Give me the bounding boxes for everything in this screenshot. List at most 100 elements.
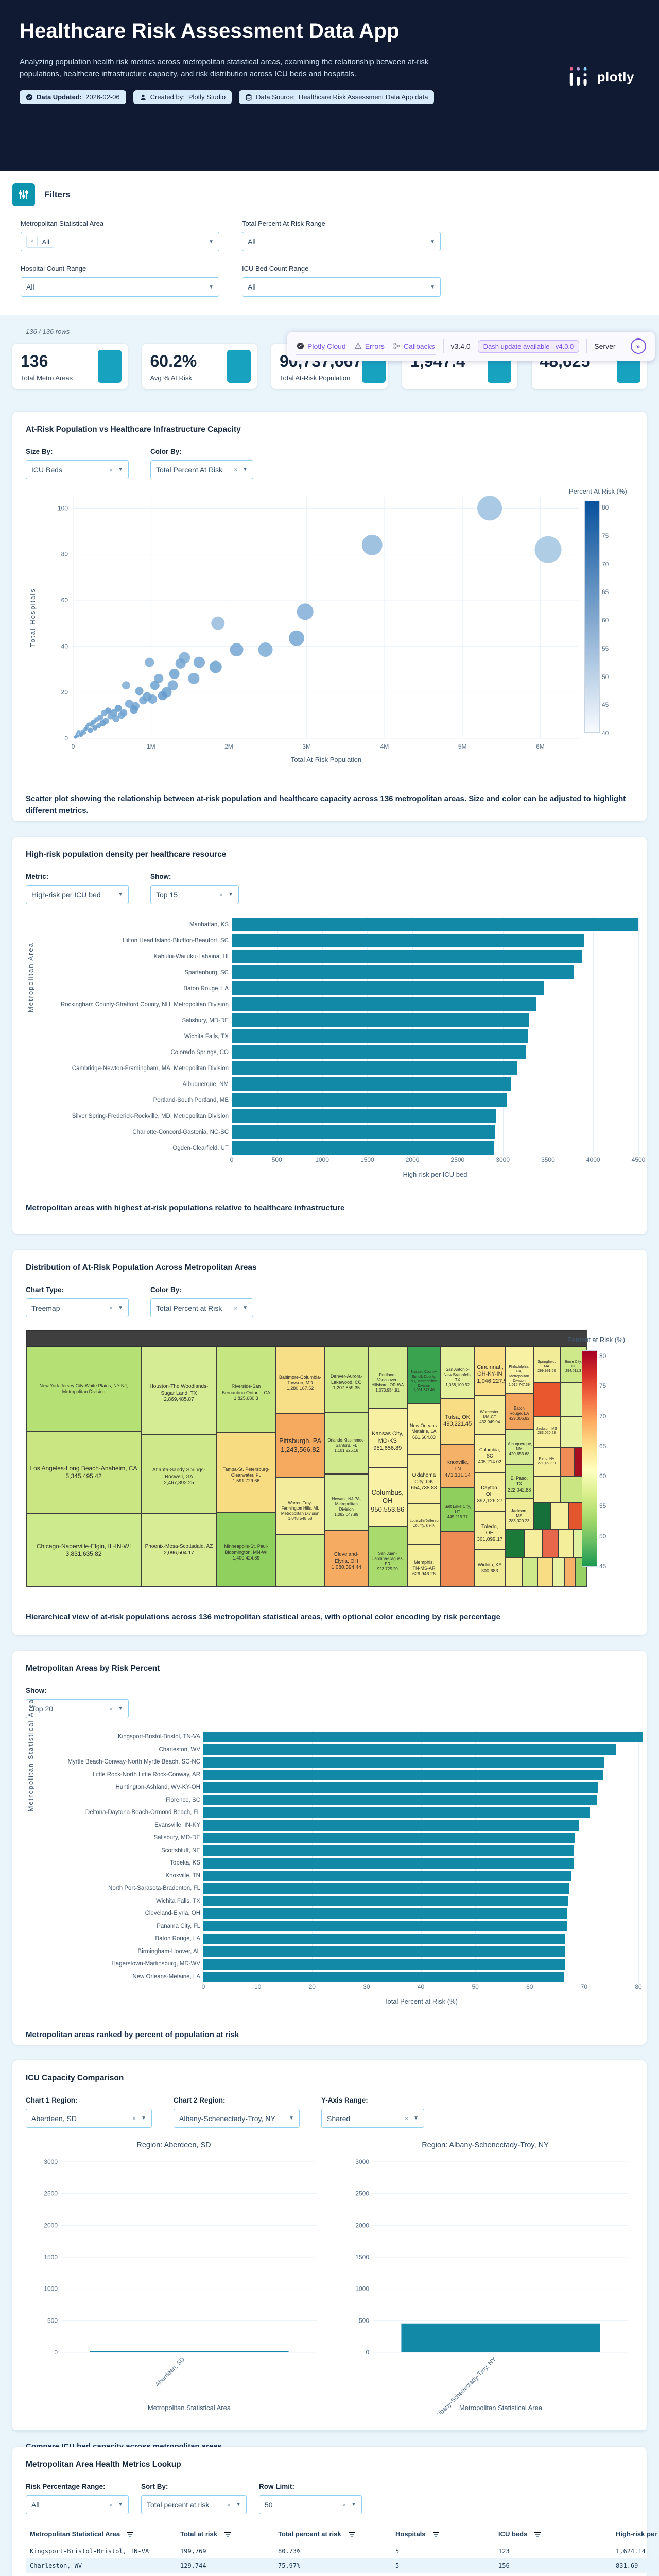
treemap-tile[interactable]: Riverside-San Bernardino-Ontario, CA 1,82… xyxy=(216,1347,276,1433)
column-header[interactable]: High-risk per ICU bed xyxy=(612,2526,659,2544)
treemap-tile[interactable]: Minneapolis-St. Paul-Bloomington, MN-WI 1… xyxy=(216,1512,276,1587)
bar[interactable] xyxy=(232,1045,526,1059)
treemap-tile[interactable] xyxy=(505,1529,525,1557)
treemap-tile[interactable]: Tampa-St. Petersburg-Clearwater, FL 1,591… xyxy=(216,1433,276,1513)
dash-update-pill[interactable]: Dash update available - v4.0.0 xyxy=(477,340,580,353)
bar[interactable] xyxy=(203,1782,599,1793)
treemap-tile[interactable]: Jackson, MS 283,020.23 xyxy=(533,1416,560,1447)
bar[interactable] xyxy=(232,1061,517,1075)
bar[interactable] xyxy=(232,1029,528,1043)
bar[interactable] xyxy=(232,1125,495,1139)
density-bar-chart[interactable]: Manhattan, KS Hilton Head Island-Bluffton… xyxy=(26,917,645,1178)
sort-by-select[interactable]: Total percent at risk × ▼ xyxy=(141,2495,247,2514)
treemap-tile[interactable] xyxy=(552,1557,565,1587)
treemap-tile[interactable]: Newark, NJ-PA, Metropolitan Division 1,08… xyxy=(324,1473,368,1531)
treemap-tile[interactable] xyxy=(522,1557,538,1587)
filter-icon[interactable] xyxy=(534,2531,541,2539)
treemap-tile[interactable]: Knoxville, TN 471,131.14 xyxy=(441,1444,475,1488)
treemap-tile[interactable]: Oklahoma City, OK 654,738.83 xyxy=(407,1454,441,1504)
treemap-chart[interactable]: New York-Jersey City-White Plains, NY-NJ… xyxy=(26,1330,587,1587)
treemap-tile[interactable] xyxy=(551,1502,569,1529)
bar[interactable] xyxy=(203,1757,605,1768)
column-header[interactable]: ICU beds xyxy=(494,2526,612,2544)
risk-rank-bar-chart[interactable]: Kingsport-Bristol-Bristol, TN-VA Charlest… xyxy=(27,1698,643,2005)
treemap-tile[interactable] xyxy=(275,1534,325,1587)
treemap-tile[interactable]: Louisville/Jefferson County, KY-IN xyxy=(407,1503,441,1545)
treemap-tile[interactable]: Phoenix-Mesa-Scottsdale, AZ 2,096,504.17 xyxy=(141,1514,217,1587)
treemap-tile[interactable]: New York-Jersey City-White Plains, NY-NJ… xyxy=(26,1347,142,1432)
bar[interactable] xyxy=(203,1732,643,1742)
bar[interactable] xyxy=(203,1744,617,1755)
treemap-tile[interactable]: New Orleans-Metairie, LA 661,664.83 xyxy=(407,1403,441,1455)
treemap-tile[interactable] xyxy=(537,1557,552,1587)
treemap-tile[interactable]: San Juan-Carolina-Caguas, PR 923,725.20 xyxy=(368,1526,407,1587)
treemap-tile[interactable] xyxy=(441,1531,475,1587)
treemap-color-by-select[interactable]: Total Percent at Risk × ▼ xyxy=(150,1298,253,1317)
treemap-tile[interactable] xyxy=(558,1529,573,1557)
treemap-tile[interactable] xyxy=(542,1529,559,1557)
plotly-cloud-button[interactable]: Plotly Cloud xyxy=(297,342,346,350)
chip-remove-icon[interactable]: × xyxy=(27,237,38,246)
icu-subplot[interactable]: Region: Albany-Schenectady-Troy, NY 0 500 1… xyxy=(337,2141,633,2419)
bar[interactable] xyxy=(203,1794,597,1805)
table-row[interactable]: Kingsport-Bristol-Bristol, TN-VA 199,769 8… xyxy=(26,2544,659,2558)
treemap-tile[interactable] xyxy=(564,1557,576,1587)
column-header[interactable]: Total percent at risk xyxy=(274,2526,391,2544)
treemap-tile[interactable]: Warren-Troy-Farmington Hills, MI, Metrop… xyxy=(275,1478,325,1534)
column-header[interactable]: Hospitals xyxy=(391,2526,494,2544)
filter-icon[interactable] xyxy=(348,2531,355,2539)
table-row[interactable]: Myrtle Beach-Conway-North Myrtle Beach, … xyxy=(26,2573,659,2576)
bar[interactable] xyxy=(232,918,638,931)
bar[interactable] xyxy=(232,1013,529,1027)
filter-icon[interactable] xyxy=(127,2531,134,2539)
treemap-tile[interactable]: El Paso, TX 322,042.88 xyxy=(505,1465,533,1499)
bar[interactable] xyxy=(203,1820,579,1831)
column-header[interactable]: Total at risk xyxy=(176,2526,274,2544)
treemap-tile[interactable]: Philadelphia, PA, Metropolitan Division 1… xyxy=(505,1347,533,1393)
treemap-tile[interactable]: Atlanta-Sandy Springs-Roswell, GA 2,467,3… xyxy=(141,1434,217,1514)
filter-icon[interactable] xyxy=(432,2531,439,2539)
bar[interactable] xyxy=(232,997,536,1011)
selected-chip[interactable]: × All xyxy=(26,235,54,248)
icu-count-select[interactable]: All ▼ xyxy=(242,277,441,297)
bar[interactable] xyxy=(203,1769,603,1780)
treemap-tile[interactable]: San Antonio-New Braunfels, TX 1,058,100.9… xyxy=(441,1347,475,1398)
size-by-select[interactable]: ICU Beds × ▼ xyxy=(26,460,129,479)
bar[interactable] xyxy=(203,1870,571,1881)
treemap-tile[interactable]: Pittsburgh, PA 1,243,566.82 xyxy=(275,1413,325,1478)
bar[interactable] xyxy=(203,1946,565,1957)
bar[interactable] xyxy=(203,1845,575,1856)
bar[interactable] xyxy=(232,981,545,995)
treemap-tile[interactable]: Kansas City, MO-KS 951,656.89 xyxy=(368,1408,407,1468)
collapse-debug-button[interactable]: » xyxy=(630,338,646,354)
bar[interactable] xyxy=(203,1959,565,1970)
bar[interactable] xyxy=(232,934,584,947)
icu-comparison-charts[interactable]: Region: Aberdeen, SD 0 500 1000 1500 2000 2500… xyxy=(26,2141,633,2419)
risk-show-select[interactable]: Top 20 × ▼ xyxy=(26,1699,129,1718)
scatter-plot[interactable]: 0 1M 2M 3M 4M 5M 6M 0 20 40 60 80 100 Total Hospitals… xyxy=(26,487,633,769)
bar[interactable] xyxy=(203,1908,567,1919)
filter-icon[interactable] xyxy=(224,2531,231,2539)
bar[interactable] xyxy=(203,1883,570,1894)
treemap-tile[interactable]: Chicago-Naperville-Elgin, IL-IN-WI 3,831,… xyxy=(26,1514,142,1587)
treemap-tile[interactable]: Houston-The Woodlands-Sugar Land, TX 2,86… xyxy=(141,1347,217,1434)
bar[interactable] xyxy=(232,1141,494,1155)
treemap-tile[interactable]: Columbus, OH 950,553.86 xyxy=(368,1467,407,1527)
color-by-select[interactable]: Total Percent At Risk × ▼ xyxy=(150,460,253,479)
metro-lookup-table[interactable]: Metropolitan Statistical Area Total at ri… xyxy=(26,2526,659,2576)
metric-select[interactable]: High-risk per ICU bed ▼ xyxy=(26,885,129,904)
callbacks-button[interactable]: Callbacks xyxy=(393,342,435,350)
treemap-tile[interactable]: Tulsa, OK 490,221.45 xyxy=(441,1398,475,1445)
treemap-tile[interactable] xyxy=(533,1476,560,1502)
bar[interactable] xyxy=(232,1109,496,1123)
yaxis-range-select[interactable]: Shared × ▼ xyxy=(321,2109,424,2128)
treemap-tile[interactable]: Los Angeles-Long Beach-Anaheim, CA 5,345,… xyxy=(26,1431,142,1514)
treemap-tile[interactable]: Wichita, KS 300,683 xyxy=(474,1549,506,1587)
treemap-tile[interactable]: Orlando-Kissimmee-Sanford, FL 1,101,226.1… xyxy=(324,1412,368,1474)
treemap-tile[interactable]: Portland-Vancouver-Hillsboro, OR-WA 1,070… xyxy=(368,1347,407,1409)
bar[interactable] xyxy=(232,1093,508,1107)
treemap-tile[interactable] xyxy=(524,1529,543,1557)
treemap-tile[interactable]: Toledo, OH 301,099.17 xyxy=(474,1511,506,1550)
treemap-tile[interactable]: Baton Rouge, LA 429,006.82 xyxy=(505,1393,533,1429)
bar[interactable] xyxy=(232,965,574,979)
